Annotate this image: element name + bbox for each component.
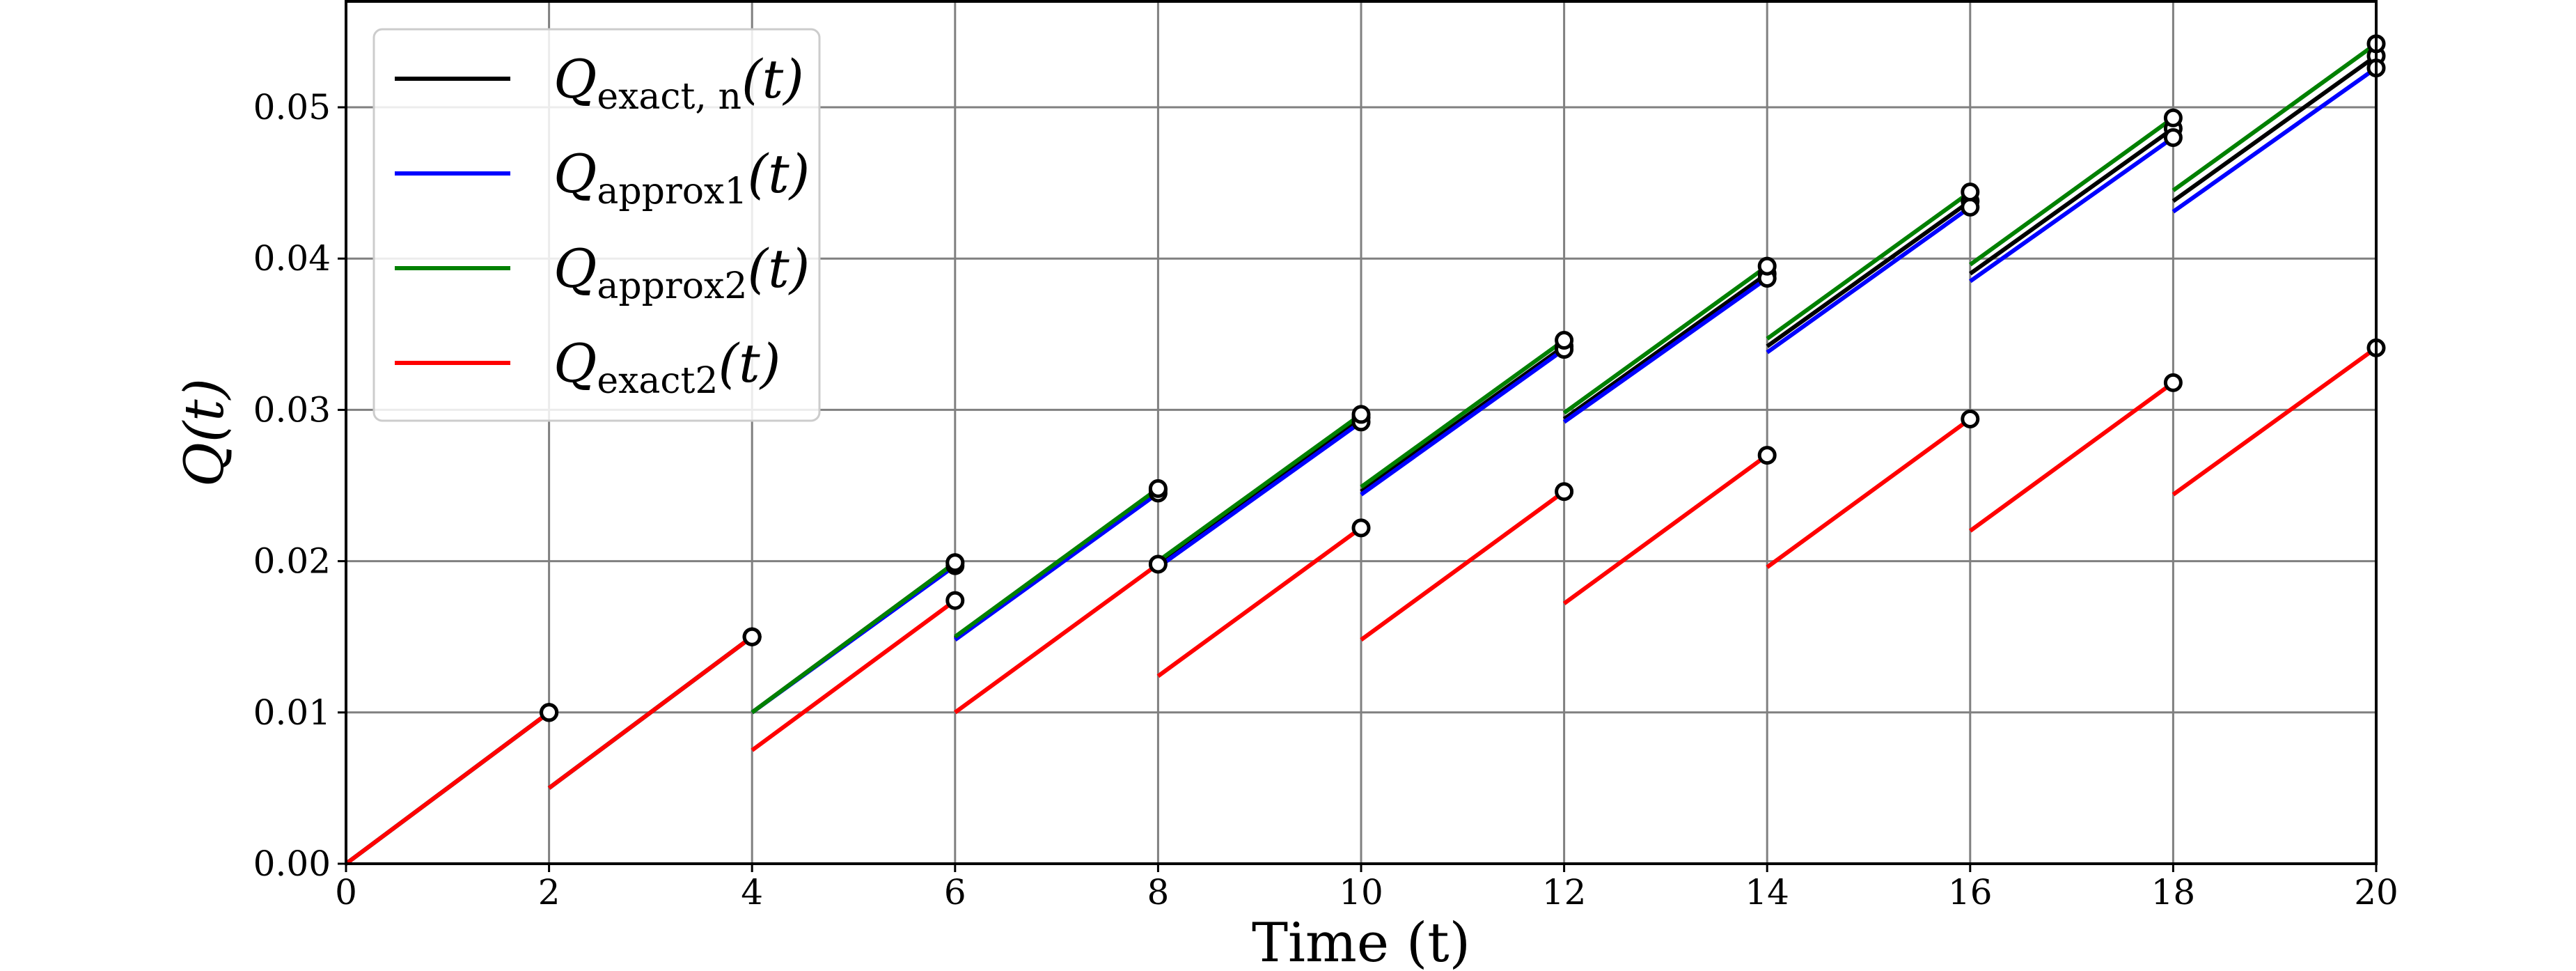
x-tick-label: 2 bbox=[538, 872, 560, 912]
series-3-segment-2 bbox=[751, 598, 957, 752]
y-tick-label: 0.02 bbox=[253, 541, 331, 582]
y-tick-label: 0.03 bbox=[253, 389, 331, 430]
y-tick-label: 0.00 bbox=[253, 844, 331, 884]
legend: Qexact, n(t) Qapprox1(t) Qapprox2(t) Qexact… bbox=[372, 28, 821, 422]
x-tick-label: 12 bbox=[1542, 872, 1587, 912]
series-1-segment-5 bbox=[1360, 348, 1566, 497]
series-2-end-marker-3 bbox=[1148, 479, 1168, 498]
series-group bbox=[345, 42, 2378, 866]
series-2-segment-8 bbox=[1969, 116, 2175, 267]
series-0-segment-5 bbox=[1360, 344, 1566, 494]
y-tick-label: 0.04 bbox=[253, 238, 331, 279]
series-2-segment-7 bbox=[1766, 190, 1972, 341]
series-1-segment-4 bbox=[1156, 420, 1362, 569]
x-axis-label: Time (t) bbox=[1252, 912, 1470, 971]
series-3-end-marker-6 bbox=[1757, 446, 1777, 465]
x-tick-label: 20 bbox=[2354, 872, 2398, 912]
series-2-segment-4 bbox=[1156, 412, 1362, 564]
series-3-segment-0 bbox=[345, 710, 551, 866]
series-3-end-marker-5 bbox=[1555, 482, 1574, 502]
x-tick-label: 14 bbox=[1745, 872, 1789, 912]
series-1-segment-8 bbox=[1969, 136, 2175, 283]
series-3-end-marker-1 bbox=[742, 627, 762, 646]
x-tick-label: 4 bbox=[741, 872, 763, 912]
series-1-segment-9 bbox=[2171, 66, 2378, 214]
legend-entry-label: Qapprox2(t) bbox=[553, 238, 810, 307]
series-1-end-marker-8 bbox=[2163, 127, 2183, 147]
series-3-segment-4 bbox=[1156, 526, 1362, 678]
series-3-end-marker-0 bbox=[540, 703, 559, 722]
series-3-end-marker-3 bbox=[1148, 554, 1168, 574]
legend-box bbox=[372, 28, 821, 422]
series-3-segment-9 bbox=[2171, 345, 2378, 497]
y-axis-label: Q(t) bbox=[173, 378, 236, 487]
series-1-segment-6 bbox=[1562, 277, 1768, 424]
series-1-end-marker-7 bbox=[1961, 197, 1980, 217]
series-2-end-marker-5 bbox=[1555, 331, 1574, 350]
series-3-segment-3 bbox=[954, 562, 1160, 715]
series-2-segment-9 bbox=[2171, 42, 2378, 192]
series-0-segment-8 bbox=[1969, 127, 2175, 276]
x-tick-label: 8 bbox=[1147, 872, 1169, 912]
series-3-segment-5 bbox=[1360, 490, 1566, 642]
series-2-end-marker-2 bbox=[945, 553, 965, 573]
legend-entry-label: Qapprox1(t) bbox=[553, 143, 810, 212]
series-2-segment-6 bbox=[1562, 264, 1768, 415]
series-2-segment-2 bbox=[751, 561, 957, 715]
series-2-end-marker-8 bbox=[2163, 108, 2183, 127]
series-2-segment-5 bbox=[1360, 339, 1566, 489]
series-0-segment-4 bbox=[1156, 415, 1362, 566]
series-3-segment-1 bbox=[547, 635, 753, 790]
series-3-end-marker-7 bbox=[1961, 409, 1980, 428]
series-2-segment-3 bbox=[954, 486, 1160, 639]
series-3-end-marker-2 bbox=[945, 591, 965, 610]
y-tick-label: 0.01 bbox=[253, 692, 331, 733]
series-1-segment-7 bbox=[1766, 205, 1972, 355]
tick-group: 0 2 4 6 8 10 12 14 16 18 20 0.00 0.01 0.02 0.03 0.04 0.0… bbox=[253, 87, 2398, 912]
x-tick-label: 10 bbox=[1339, 872, 1383, 912]
series-2-end-marker-6 bbox=[1757, 256, 1777, 276]
series-2-end-marker-4 bbox=[1351, 405, 1371, 424]
x-tick-label: 0 bbox=[335, 872, 357, 912]
series-1-segment-3 bbox=[954, 491, 1160, 642]
series-0-segment-6 bbox=[1562, 272, 1768, 421]
series-3-segment-6 bbox=[1562, 453, 1768, 605]
series-3-end-marker-4 bbox=[1351, 518, 1371, 538]
x-tick-label: 6 bbox=[944, 872, 966, 912]
legend-entry-label: Qexact2(t) bbox=[553, 332, 780, 402]
x-tick-label: 18 bbox=[2151, 872, 2196, 912]
series-0-segment-7 bbox=[1766, 199, 1972, 348]
series-2-end-marker-7 bbox=[1961, 182, 1980, 202]
legend-entry-label: Qexact, n(t) bbox=[553, 48, 804, 118]
series-3-segment-7 bbox=[1766, 417, 1972, 569]
series-3-segment-8 bbox=[1969, 380, 2175, 533]
y-tick-label: 0.05 bbox=[253, 87, 331, 127]
series-3-end-marker-8 bbox=[2163, 373, 2183, 392]
x-tick-label: 16 bbox=[1948, 872, 1993, 912]
series-0-segment-9 bbox=[2171, 54, 2378, 203]
